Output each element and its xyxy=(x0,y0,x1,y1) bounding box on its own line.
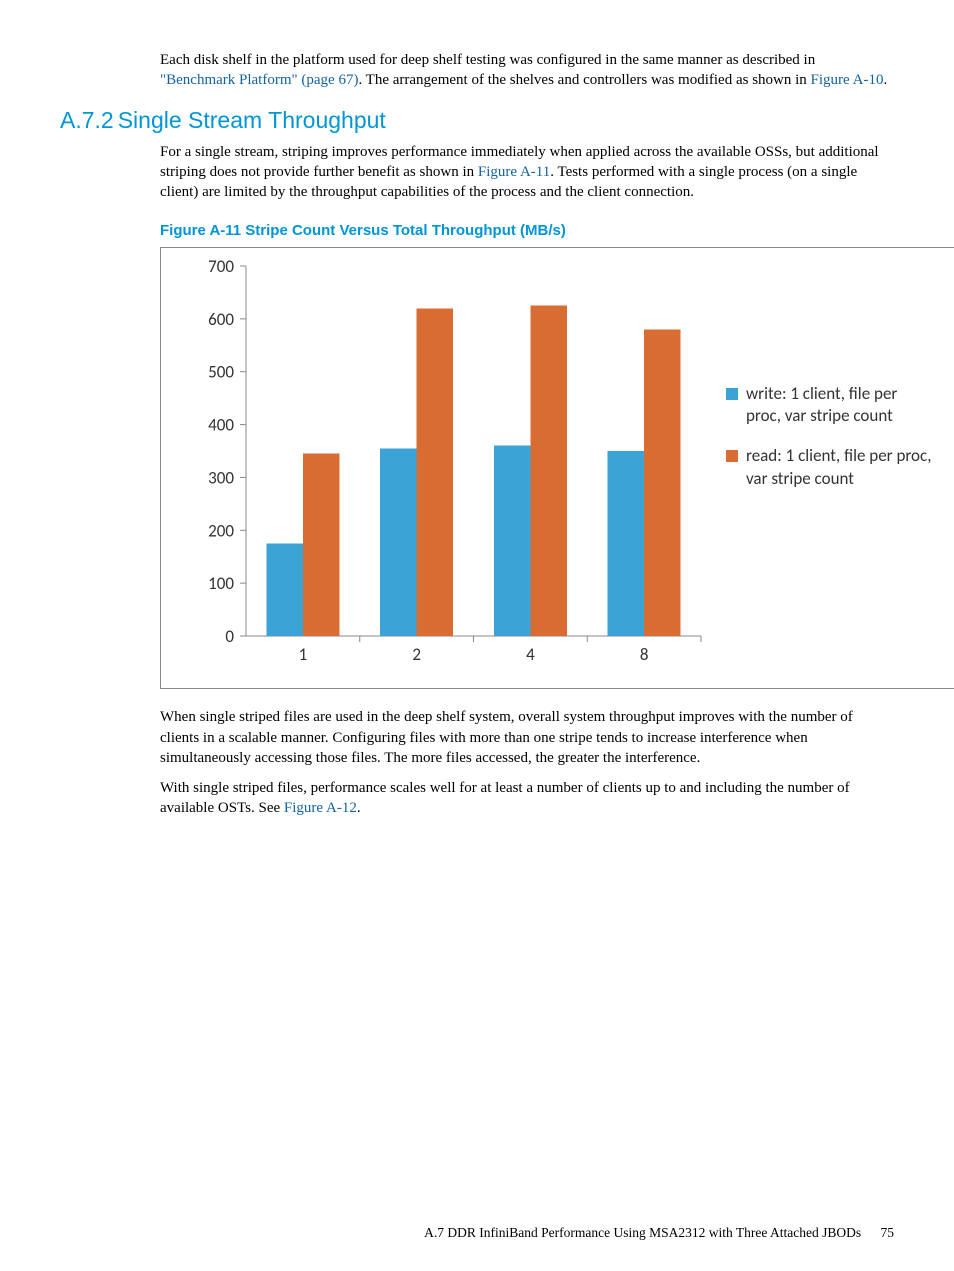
text: With single striped files, performance s… xyxy=(160,780,850,816)
legend-swatch-read xyxy=(726,450,738,462)
svg-text:700: 700 xyxy=(208,256,234,277)
section-paragraph-1: For a single stream, striping improves p… xyxy=(160,142,894,203)
bar xyxy=(644,330,680,637)
svg-text:0: 0 xyxy=(225,626,234,647)
text: . The arrangement of the shelves and con… xyxy=(358,72,810,88)
figure-a11-link[interactable]: Figure A-11 xyxy=(478,164,550,180)
chart-legend: write: 1 client, file per proc, var stri… xyxy=(726,383,936,507)
bar xyxy=(417,309,453,637)
figure-a12-link[interactable]: Figure A-12 xyxy=(284,800,357,816)
section-heading: A.7.2 Single Stream Throughput xyxy=(60,107,894,134)
text: Each disk shelf in the platform used for… xyxy=(160,52,815,68)
bar xyxy=(303,454,339,636)
legend-swatch-write xyxy=(726,388,738,400)
bar xyxy=(608,451,644,636)
svg-text:300: 300 xyxy=(208,468,234,489)
legend-item-write: write: 1 client, file per proc, var stri… xyxy=(726,383,936,427)
footer-text: A.7 DDR InfiniBand Performance Using MSA… xyxy=(424,1225,861,1240)
figure-a10-link[interactable]: Figure A-10 xyxy=(811,72,884,88)
stripe-count-chart: 0 100 200 300 400 500 600 700 1 2 4 8 write: 1 clie… xyxy=(160,247,954,689)
figure-caption: Figure A-11 Stripe Count Versus Total Th… xyxy=(160,222,894,239)
legend-label-write: write: 1 client, file per proc, var stri… xyxy=(746,383,936,427)
section-title: Single Stream Throughput xyxy=(118,107,386,133)
text: . xyxy=(357,800,361,816)
svg-text:8: 8 xyxy=(640,644,649,665)
svg-text:2: 2 xyxy=(412,644,421,665)
bar xyxy=(530,306,566,636)
section-paragraph-3: With single striped files, performance s… xyxy=(160,778,894,819)
page-number: 75 xyxy=(881,1225,895,1240)
benchmark-platform-link[interactable]: "Benchmark Platform" (page 67) xyxy=(160,72,358,88)
svg-text:100: 100 xyxy=(208,573,234,594)
intro-paragraph: Each disk shelf in the platform used for… xyxy=(160,50,894,91)
legend-item-read: read: 1 client, file per proc, var strip… xyxy=(726,445,936,489)
section-number: A.7.2 xyxy=(60,107,114,134)
legend-label-read: read: 1 client, file per proc, var strip… xyxy=(746,445,936,489)
svg-text:600: 600 xyxy=(208,309,234,330)
bar xyxy=(266,544,302,637)
bar xyxy=(380,449,416,637)
text: . xyxy=(883,72,887,88)
page-footer: A.7 DDR InfiniBand Performance Using MSA… xyxy=(424,1225,894,1241)
svg-text:1: 1 xyxy=(299,644,308,665)
svg-text:400: 400 xyxy=(208,415,234,436)
svg-text:200: 200 xyxy=(208,521,234,542)
bar xyxy=(494,446,530,636)
svg-text:500: 500 xyxy=(208,362,234,383)
section-paragraph-2: When single striped files are used in th… xyxy=(160,707,894,768)
svg-text:4: 4 xyxy=(526,644,535,665)
